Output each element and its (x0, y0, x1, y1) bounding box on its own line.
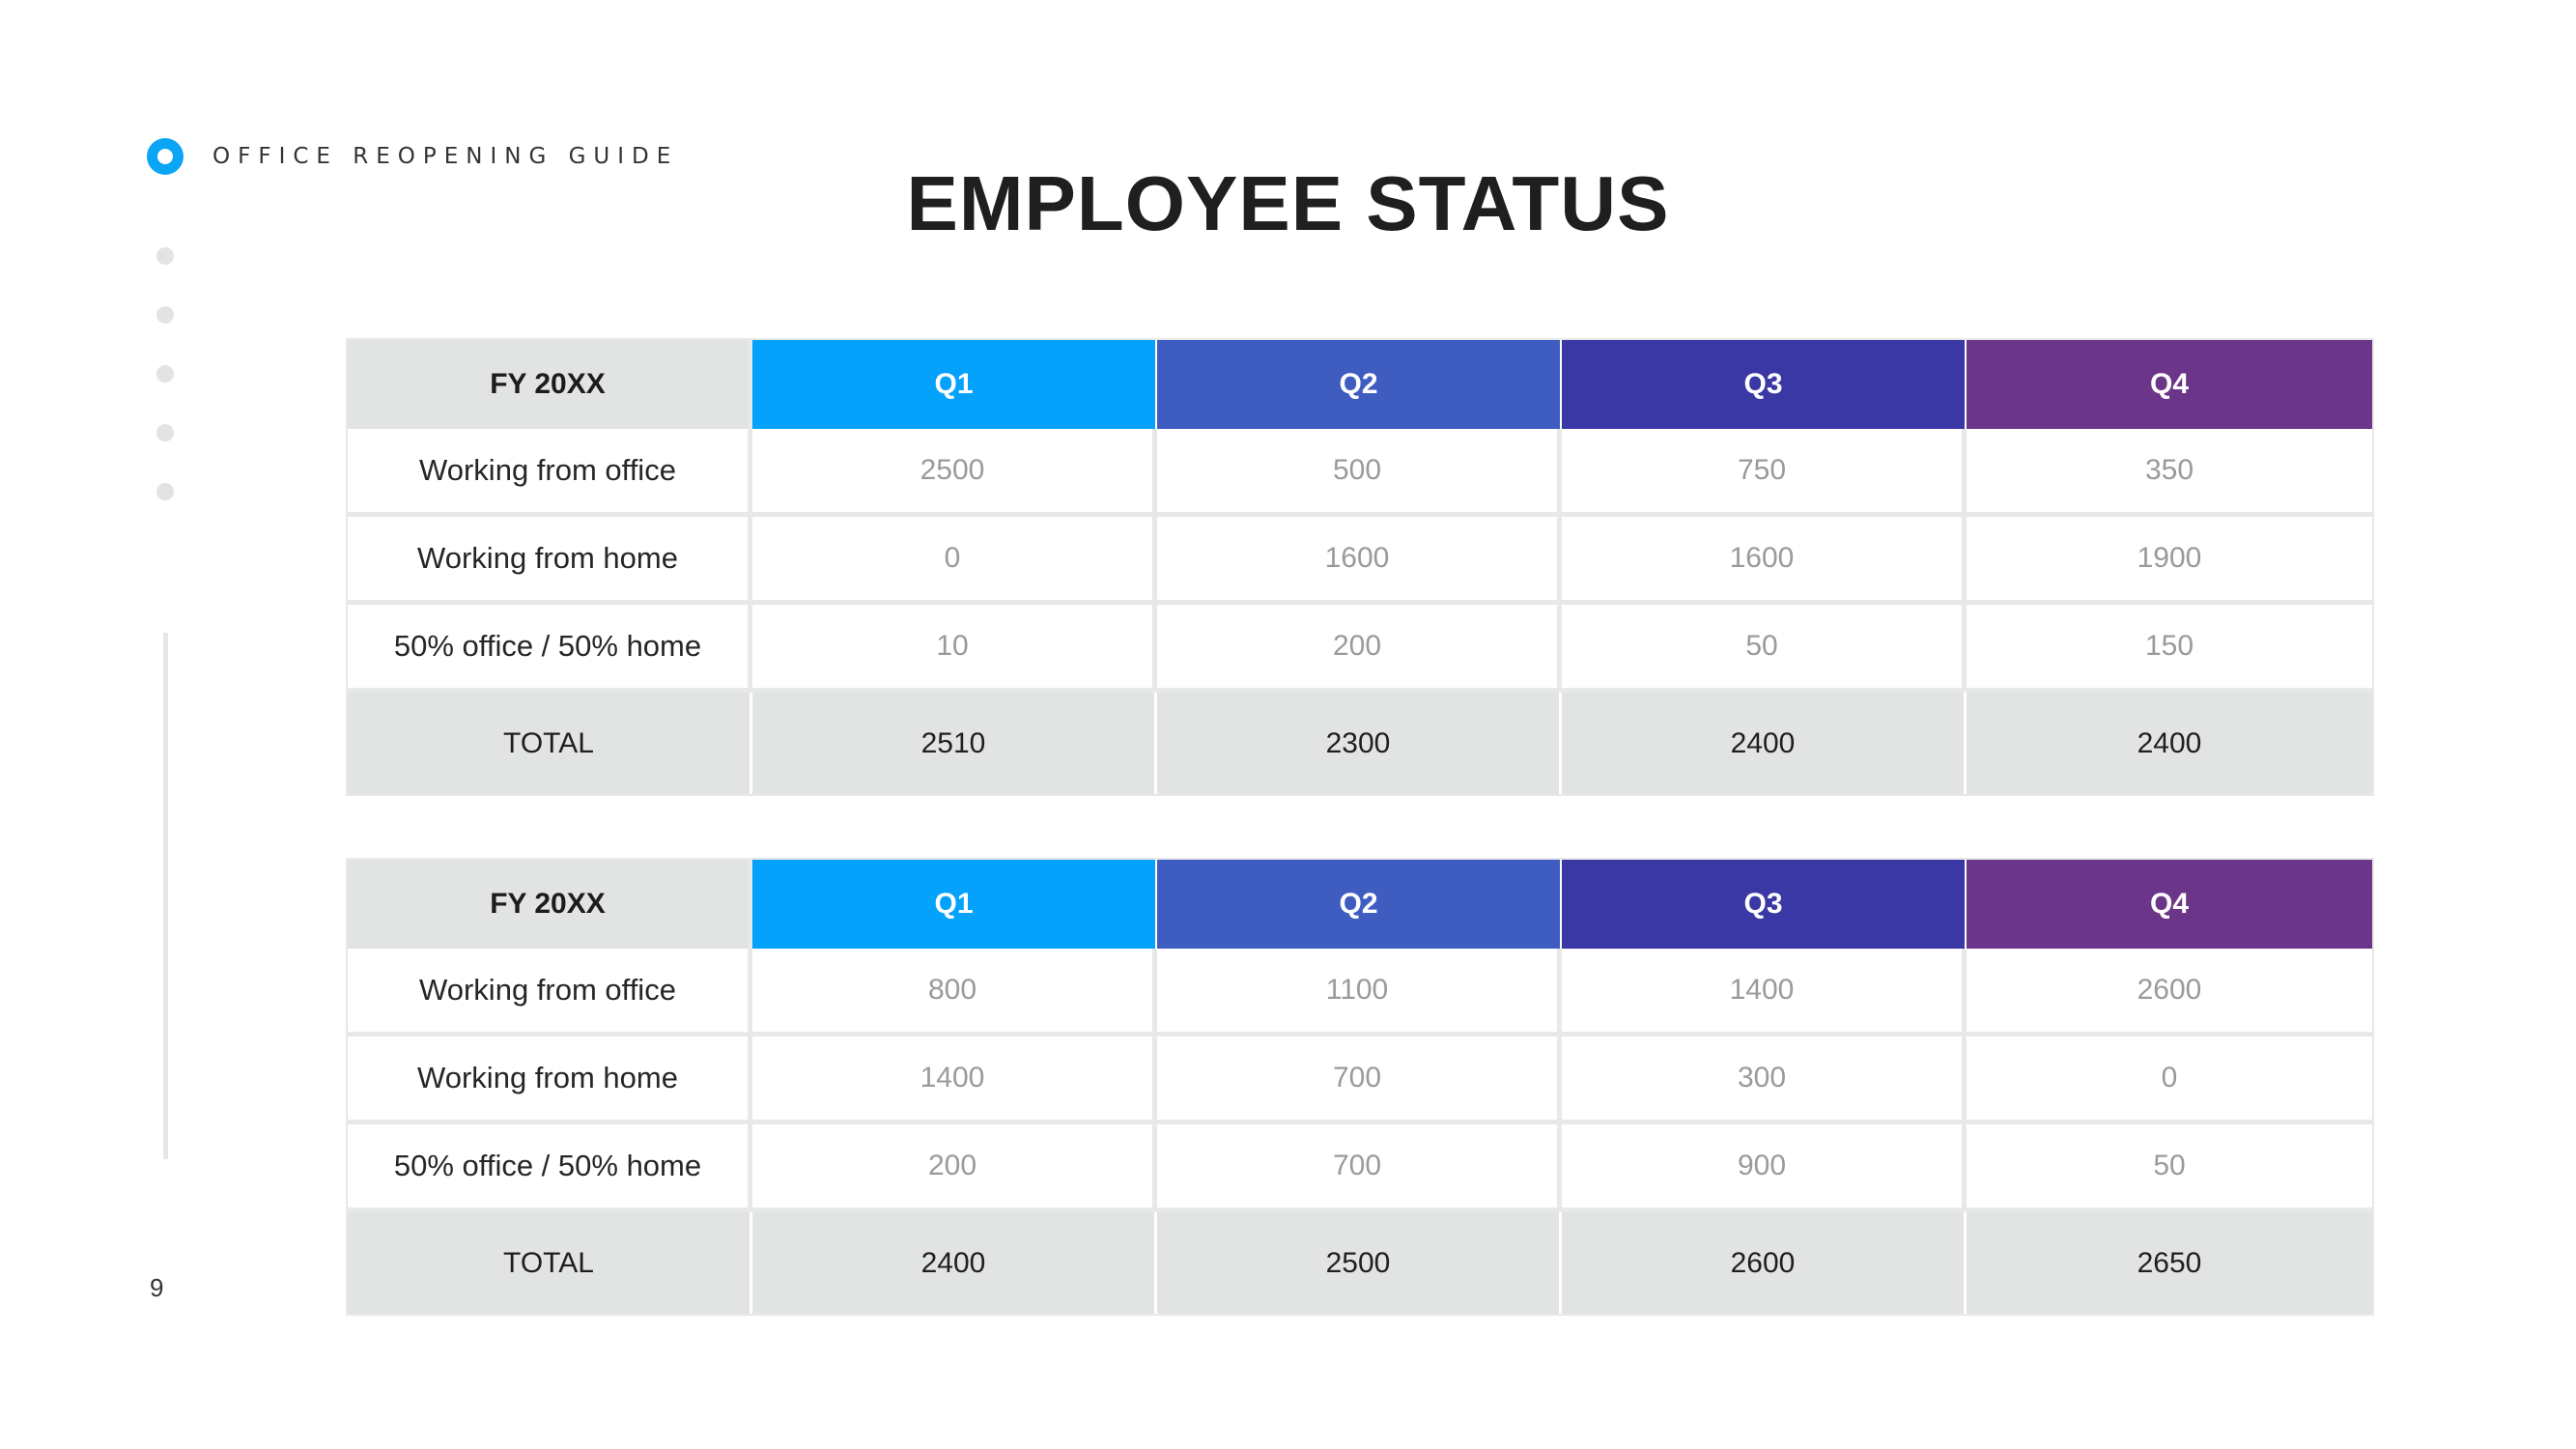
header-cell-q4: Q4 (1967, 340, 2372, 429)
header-cell-q3: Q3 (1562, 860, 1967, 949)
table-cell: 750 (1562, 429, 1967, 517)
total-cell: 2400 (1562, 693, 1967, 794)
table-row: 50% office / 50% home 10 200 50 150 (348, 605, 2372, 693)
table-row: Working from home 1400 700 300 0 (348, 1037, 2372, 1124)
table-row: Working from home 0 1600 1600 1900 (348, 517, 2372, 605)
row-label: 50% office / 50% home (348, 605, 752, 693)
nav-dot-3[interactable] (156, 306, 174, 324)
section-label: OFFICE REOPENING GUIDE (212, 144, 679, 169)
table-row: Working from office 800 1100 1400 2600 (348, 949, 2372, 1037)
table-cell: 200 (752, 1124, 1157, 1212)
row-label: Working from home (348, 517, 752, 605)
nav-dot-5[interactable] (156, 424, 174, 441)
table-cell: 10 (752, 605, 1157, 693)
table-total-row: TOTAL 2400 2500 2600 2650 (348, 1212, 2372, 1314)
table-cell: 1600 (1157, 517, 1562, 605)
table-total-row: TOTAL 2510 2300 2400 2400 (348, 693, 2372, 794)
total-cell: 2400 (752, 1212, 1157, 1314)
nav-active-indicator-icon[interactable] (147, 138, 184, 175)
total-cell: 2500 (1157, 1212, 1562, 1314)
table-cell: 700 (1157, 1124, 1562, 1212)
total-cell: 2300 (1157, 693, 1562, 794)
table-cell: 150 (1967, 605, 2372, 693)
row-label: 50% office / 50% home (348, 1124, 752, 1212)
table-cell: 300 (1562, 1037, 1967, 1124)
table-cell: 1600 (1562, 517, 1967, 605)
table-cell: 0 (1967, 1037, 2372, 1124)
total-cell: 2400 (1967, 693, 2372, 794)
table-header-row: FY 20XX Q1 Q2 Q3 Q4 (348, 860, 2372, 949)
header-cell-q1: Q1 (752, 860, 1157, 949)
nav-dot-6[interactable] (156, 483, 174, 500)
total-cell: 2510 (752, 693, 1157, 794)
header-cell-q1: Q1 (752, 340, 1157, 429)
table-cell: 0 (752, 517, 1157, 605)
nav-dot-4[interactable] (156, 365, 174, 383)
table-cell: 1100 (1157, 949, 1562, 1037)
row-label: Working from office (348, 949, 752, 1037)
header-cell-fiscal-year: FY 20XX (348, 860, 752, 949)
table-row: Working from office 2500 500 750 350 (348, 429, 2372, 517)
total-label: TOTAL (348, 693, 752, 794)
table-cell: 200 (1157, 605, 1562, 693)
nav-divider-line (163, 633, 168, 1159)
total-cell: 2600 (1562, 1212, 1967, 1314)
row-label: Working from home (348, 1037, 752, 1124)
table-cell: 900 (1562, 1124, 1967, 1212)
table-cell: 700 (1157, 1037, 1562, 1124)
header-cell-q2: Q2 (1157, 340, 1562, 429)
table-cell: 1400 (1562, 949, 1967, 1037)
table-cell: 2600 (1967, 949, 2372, 1037)
total-cell: 2650 (1967, 1212, 2372, 1314)
header-cell-fiscal-year: FY 20XX (348, 340, 752, 429)
page-number: 9 (150, 1273, 164, 1302)
table-cell: 2500 (752, 429, 1157, 517)
nav-dot-2[interactable] (156, 247, 174, 265)
employee-status-table-1: FY 20XX Q1 Q2 Q3 Q4 Working from office … (346, 338, 2374, 796)
page-title: EMPLOYEE STATUS (906, 160, 1670, 246)
table-cell: 800 (752, 949, 1157, 1037)
header-cell-q4: Q4 (1967, 860, 2372, 949)
total-label: TOTAL (348, 1212, 752, 1314)
table-row: 50% office / 50% home 200 700 900 50 (348, 1124, 2372, 1212)
table-cell: 350 (1967, 429, 2372, 517)
header-cell-q3: Q3 (1562, 340, 1967, 429)
employee-status-table-2: FY 20XX Q1 Q2 Q3 Q4 Working from office … (346, 858, 2374, 1316)
header-cell-q2: Q2 (1157, 860, 1562, 949)
table-cell: 1900 (1967, 517, 2372, 605)
row-label: Working from office (348, 429, 752, 517)
table-header-row: FY 20XX Q1 Q2 Q3 Q4 (348, 340, 2372, 429)
table-cell: 50 (1562, 605, 1967, 693)
table-cell: 500 (1157, 429, 1562, 517)
table-cell: 50 (1967, 1124, 2372, 1212)
table-cell: 1400 (752, 1037, 1157, 1124)
